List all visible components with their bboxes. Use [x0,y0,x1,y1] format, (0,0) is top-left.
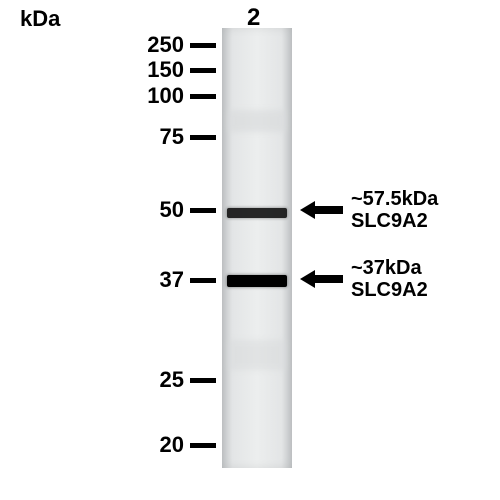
ladder-tick [190,94,216,99]
ladder-label: 100 [112,83,184,109]
ladder-label: 75 [112,124,184,150]
ladder-tick [190,378,216,383]
band-label: ~57.5kDaSLC9A2 [351,188,438,232]
arrow-shaft [315,275,343,283]
smudge [228,110,286,132]
lane-strip [222,28,292,468]
ladder-label: 37 [112,267,184,293]
smudge [228,340,286,370]
band-57-5kda [227,208,287,218]
ladder-label: 25 [112,367,184,393]
y-axis-label: kDa [20,6,60,32]
ladder-tick [190,443,216,448]
band-label: ~37kDaSLC9A2 [351,257,428,301]
ladder-label: 50 [112,197,184,223]
ladder-label: 250 [112,32,184,58]
ladder-tick [190,68,216,73]
ladder-label: 150 [112,57,184,83]
ladder-tick [190,135,216,140]
lane-id: 2 [247,4,260,32]
arrow-shaft [315,206,343,214]
ladder-tick [190,208,216,213]
blot-area: 2 2501501007550372520~57.5kDaSLC9A2~37kD… [60,10,440,480]
arrow-head-icon [300,270,315,288]
ladder-tick [190,43,216,48]
ladder-tick [190,278,216,283]
ladder-label: 20 [112,432,184,458]
arrow-head-icon [300,201,315,219]
band-37kda [227,275,287,287]
